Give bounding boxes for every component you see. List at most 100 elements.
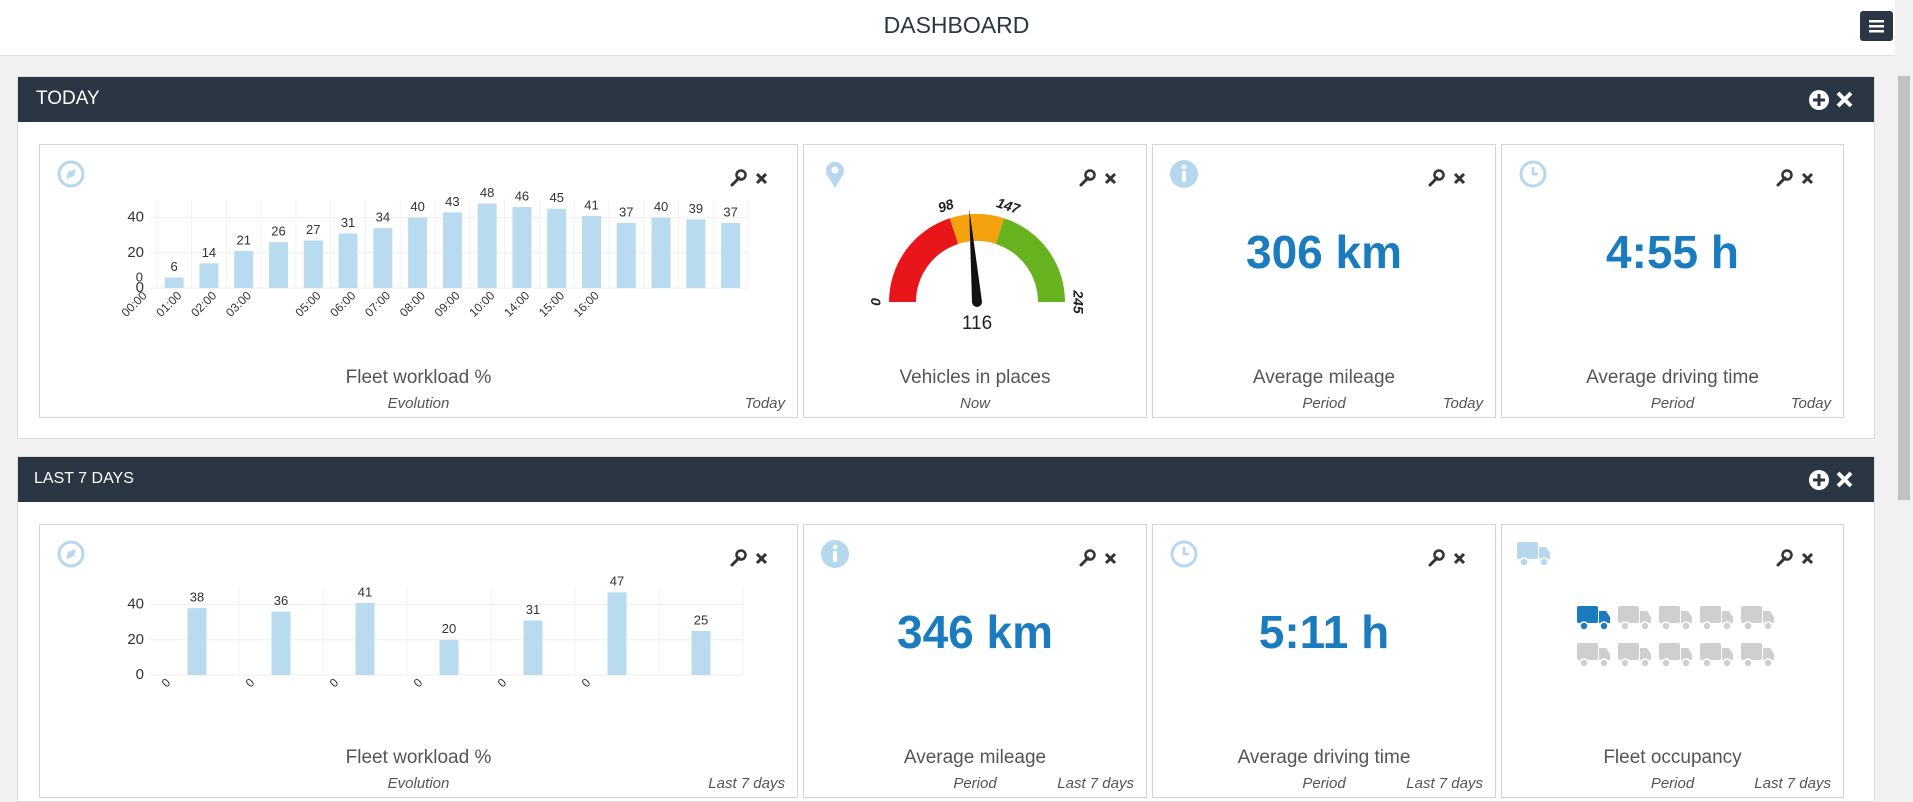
bar <box>547 208 567 288</box>
kpi-value: 306 km <box>1246 226 1402 278</box>
value-label: 31 <box>526 602 540 617</box>
gauge-tick-label: 98 <box>936 196 956 216</box>
widget-period: Today <box>1790 395 1831 412</box>
widget-tools <box>1776 549 1814 567</box>
truck-part <box>1681 621 1691 631</box>
widget-tools <box>1079 169 1117 187</box>
widget: Fleet workload % Evolution Today 0 20 40 0 00:0… <box>39 144 798 418</box>
widget-period: Today <box>744 395 785 412</box>
value-label: 40 <box>654 199 668 214</box>
truck-part <box>1599 621 1609 631</box>
section-header: TODAY <box>18 77 1874 122</box>
close-icon <box>1836 91 1853 108</box>
widget-icon-box <box>821 540 849 568</box>
value-label: 34 <box>376 210 390 225</box>
wrench-icon <box>1433 549 1445 561</box>
add-button[interactable] <box>1809 90 1829 110</box>
truck-part <box>1681 658 1691 668</box>
y-tick-label: 0 <box>136 279 144 296</box>
widget-content: 306 km <box>1246 226 1402 278</box>
wrench-icon <box>1781 549 1793 561</box>
gauge-hub <box>972 297 982 307</box>
menu-button[interactable] <box>1860 11 1893 41</box>
value-label: 38 <box>190 590 204 605</box>
close-button[interactable] <box>1453 552 1466 565</box>
bar <box>607 592 627 675</box>
wrench-button[interactable] <box>730 549 747 567</box>
wrench-button[interactable] <box>1776 169 1793 187</box>
value-label: 37 <box>619 204 633 219</box>
widget-icon-box <box>1170 540 1198 568</box>
wrench-icon <box>1781 169 1793 181</box>
top-bar: DASHBOARD <box>0 0 1895 56</box>
section-title: TODAY <box>36 88 100 109</box>
icon-part <box>833 551 837 562</box>
value-label: 27 <box>306 222 320 237</box>
close-section-button[interactable] <box>1836 471 1853 488</box>
section-title: LAST 7 DAYS <box>34 470 134 487</box>
icon-part <box>1519 160 1547 188</box>
value-label: 47 <box>610 574 624 589</box>
bar <box>439 639 459 675</box>
truck-shape <box>1700 606 1733 631</box>
close-icon <box>1836 471 1853 488</box>
close-button[interactable] <box>755 172 768 185</box>
wrench-button[interactable] <box>1776 549 1793 567</box>
widget-tools <box>1428 169 1466 187</box>
truck-part <box>1722 621 1732 631</box>
close-section-button[interactable] <box>1836 91 1853 108</box>
scrollbar[interactable] <box>1895 56 1913 802</box>
value-label: 14 <box>202 245 216 260</box>
gauge-needle <box>969 208 982 303</box>
wrench-button[interactable] <box>1428 549 1445 567</box>
bar <box>164 277 184 288</box>
widget-icon <box>57 160 85 188</box>
close-button[interactable] <box>755 552 768 565</box>
wrench-button[interactable] <box>1079 169 1096 187</box>
x-tick-label: 02:00 <box>188 288 219 319</box>
close-button[interactable] <box>1801 172 1814 185</box>
gauge-band <box>949 214 1005 244</box>
bar <box>338 233 358 288</box>
truck-part <box>1700 643 1721 660</box>
value-label: 25 <box>694 612 708 627</box>
close-button[interactable] <box>1801 552 1814 565</box>
truck-part <box>1702 621 1712 631</box>
wrench-button[interactable] <box>730 169 747 187</box>
widget-icon <box>821 540 849 568</box>
widget-subtitle: Evolution <box>387 775 450 792</box>
widget-icon-box <box>826 161 844 188</box>
widget-period: Last 7 days <box>1754 775 1831 792</box>
close-icon <box>755 552 768 565</box>
truck-part <box>1763 658 1773 668</box>
close-button[interactable] <box>1104 552 1117 565</box>
widget-title: Average driving time <box>1586 367 1759 388</box>
value-label: 26 <box>271 224 285 239</box>
bar <box>691 631 711 675</box>
close-button[interactable] <box>1453 172 1466 185</box>
value-label: 46 <box>515 188 529 203</box>
wrench-icon <box>1084 549 1096 561</box>
x-tick-label: 16:00 <box>571 288 602 319</box>
truck-part <box>1539 547 1550 559</box>
scroll-thumb[interactable] <box>1898 76 1910 500</box>
truck-shape <box>1659 606 1692 631</box>
close-icon <box>1104 172 1117 185</box>
wrench-button[interactable] <box>1428 169 1445 187</box>
x-tick-label: 0 <box>327 675 342 690</box>
widget: Fleet occupancy Period Last 7 days <box>1501 524 1844 798</box>
kpi-value: 5:11 h <box>1259 606 1389 658</box>
close-button[interactable] <box>1104 172 1117 185</box>
value-label: 40 <box>410 199 424 214</box>
icon-part <box>832 544 838 550</box>
widget: Fleet workload % Evolution Last 7 days 0 20 4… <box>39 524 798 798</box>
y-tick-label: 0 <box>136 666 144 683</box>
icon-part <box>826 161 844 188</box>
widget-title: Fleet workload % <box>345 367 492 388</box>
x-tick-label: 0 <box>243 675 258 690</box>
menu-icon <box>1869 20 1884 33</box>
widget-period: Last 7 days <box>1057 775 1134 792</box>
wrench-button[interactable] <box>1079 549 1096 567</box>
add-button[interactable] <box>1809 470 1829 490</box>
